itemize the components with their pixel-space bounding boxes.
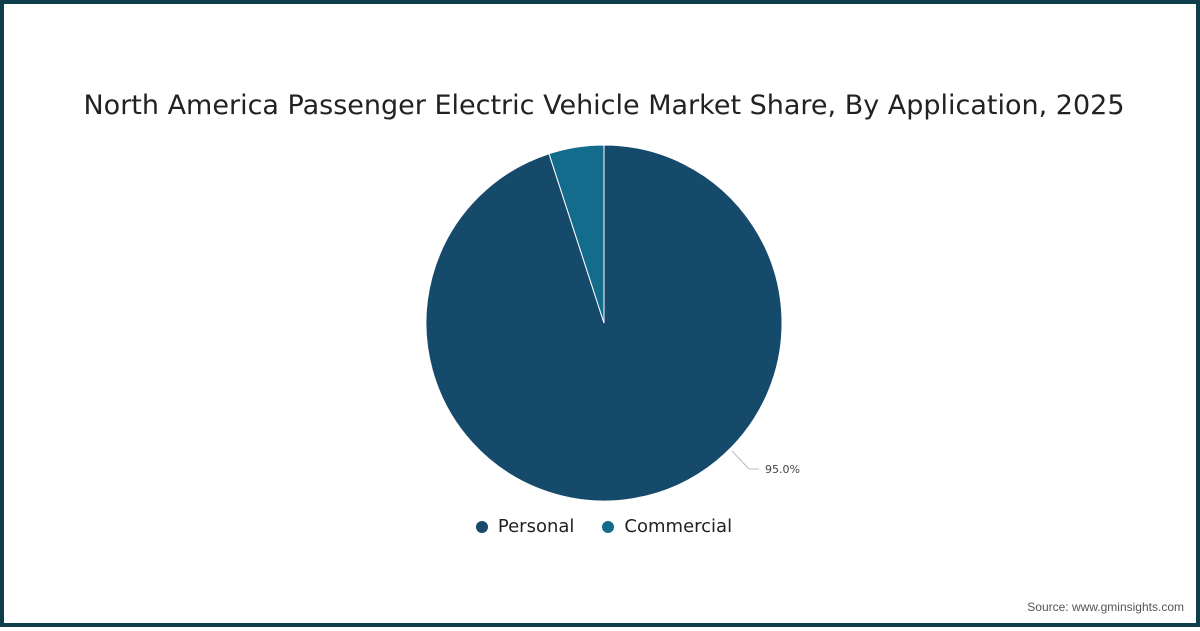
chart-title: North America Passenger Electric Vehicle… (83, 90, 1125, 121)
pie-slice-personal[interactable] (425, 144, 783, 502)
personal-swatch-icon (475, 520, 488, 533)
personal-data-label: 95.0% (765, 463, 800, 476)
pie-chart: 95.0% (425, 144, 800, 502)
legend-label-commercial: Commercial (624, 516, 733, 537)
legend-item-personal[interactable]: Personal (475, 516, 575, 537)
legend-label-personal: Personal (497, 516, 575, 537)
label-leader-line (731, 450, 750, 470)
legend-item-commercial[interactable]: Commercial (602, 516, 732, 537)
pie-slice-commercial[interactable] (548, 144, 605, 324)
commercial-swatch-icon (602, 520, 615, 533)
legend: Personal Commercial (4, 516, 1200, 537)
source-note: Source: www.gminsights.com (1027, 600, 1184, 614)
